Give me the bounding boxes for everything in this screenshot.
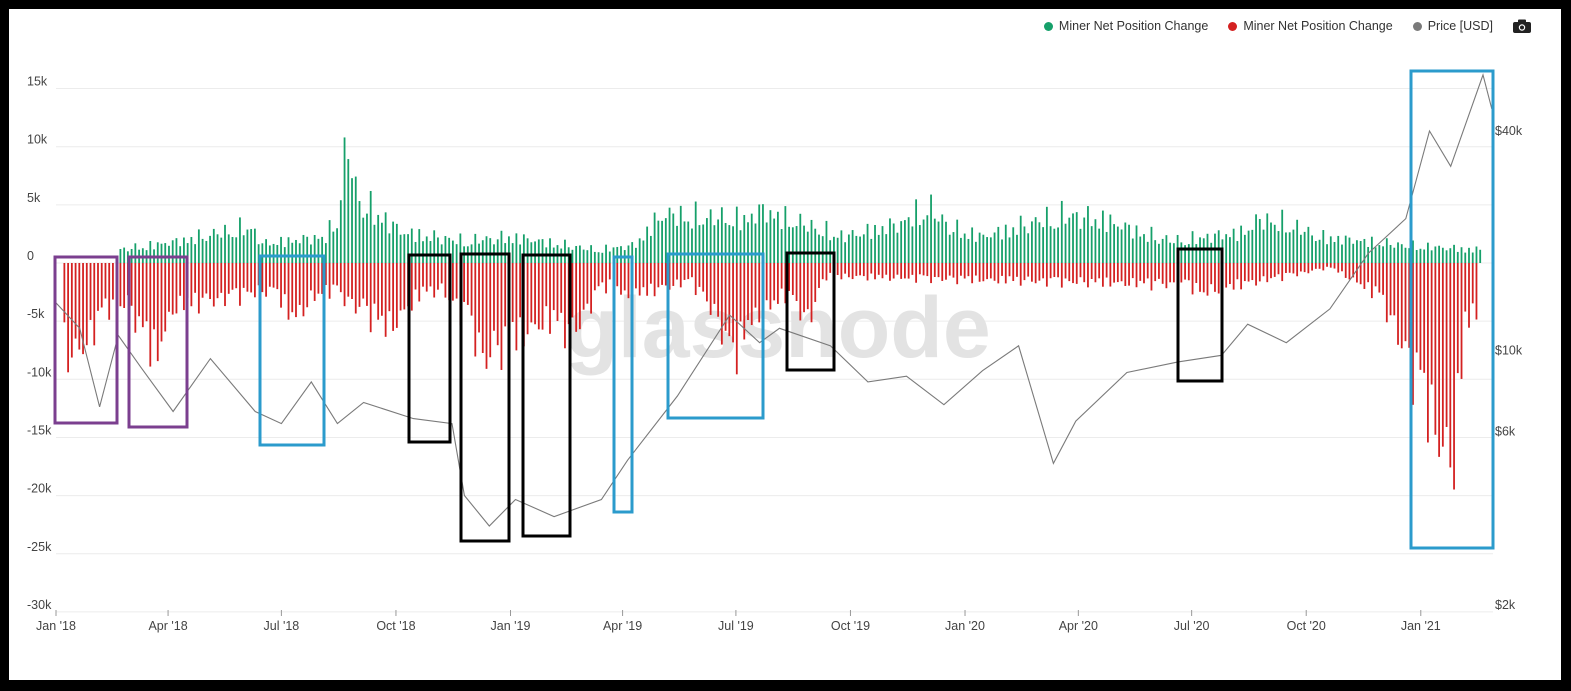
legend-dot-green xyxy=(1043,21,1053,31)
legend-item-price[interactable]: Price [USD] xyxy=(1412,19,1493,33)
legend-label-red: Miner Net Position Change xyxy=(1243,19,1393,33)
legend-item-red[interactable]: Miner Net Position Change xyxy=(1228,19,1393,33)
legend-dot-price xyxy=(1412,21,1422,31)
legend-label-price: Price [USD] xyxy=(1427,19,1493,33)
legend: Miner Net Position Change Miner Net Posi… xyxy=(1043,19,1531,33)
legend-item-green[interactable]: Miner Net Position Change xyxy=(1043,19,1209,33)
camera-icon[interactable] xyxy=(1513,19,1531,33)
legend-dot-red xyxy=(1228,21,1238,31)
legend-label-green: Miner Net Position Change xyxy=(1058,19,1209,33)
